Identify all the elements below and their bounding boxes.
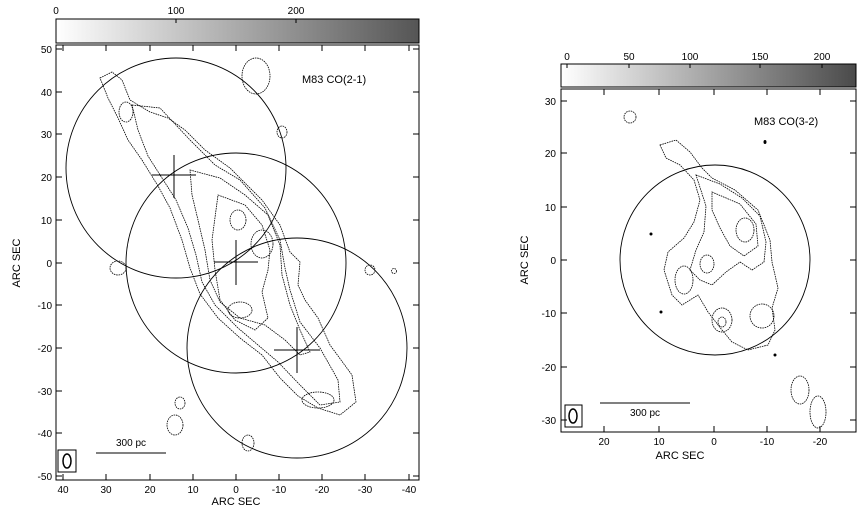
left-y-tick: 30 xyxy=(41,130,53,141)
right-scalebar: 300 pc xyxy=(600,402,690,419)
left-y-tick: 20 xyxy=(41,173,53,184)
left-beam-box xyxy=(57,449,77,473)
right-colorbar-tick: 200 xyxy=(814,52,831,63)
left-x-tick: 40 xyxy=(57,485,69,496)
left-panel: 0 100 200 xyxy=(11,6,420,508)
right-panel: 0 50 100 150 200 M83 CO(3-2) xyxy=(519,52,857,462)
left-x-tick: -20 xyxy=(315,485,330,496)
right-y-tick: 0 xyxy=(550,256,556,267)
left-map-label: M83 CO(2-1) xyxy=(302,74,366,86)
left-y-axis: 50 40 30 20 10 0 -10 -20 -30 -40 -50 ARC… xyxy=(11,45,419,483)
left-colorbar-tick: 200 xyxy=(288,6,305,17)
left-y-tick: -10 xyxy=(38,301,53,312)
left-y-label: ARC SEC xyxy=(11,238,23,287)
right-y-tick: -10 xyxy=(542,309,557,320)
right-colorbar: 0 50 100 150 200 xyxy=(560,52,857,88)
left-y-tick: -20 xyxy=(38,344,53,355)
right-colorbar-tick: 100 xyxy=(682,52,699,63)
right-colorbar-tick: 50 xyxy=(623,52,635,63)
left-x-axis: 40 30 20 10 0 -10 -20 -30 -40 ARC SEC xyxy=(57,45,417,508)
right-x-tick: 10 xyxy=(653,437,665,448)
right-map-label: M83 CO(3-2) xyxy=(754,116,818,128)
right-plot-frame xyxy=(560,88,857,433)
right-y-tick: 30 xyxy=(545,97,557,108)
left-y-tick: 40 xyxy=(41,88,53,99)
left-scalebar-label: 300 pc xyxy=(116,438,146,449)
left-x-tick: 0 xyxy=(233,485,239,496)
right-x-tick: 0 xyxy=(711,437,717,448)
left-x-tick: -40 xyxy=(402,485,417,496)
right-y-tick: 10 xyxy=(545,203,557,214)
left-y-tick: -50 xyxy=(38,472,53,483)
left-colorbar-tick: 100 xyxy=(168,6,185,17)
right-pointing-circle xyxy=(619,164,811,356)
left-y-tick: -30 xyxy=(38,387,53,398)
left-x-tick: 20 xyxy=(144,485,156,496)
left-y-tick: 50 xyxy=(41,45,53,56)
left-pointing-circle xyxy=(65,57,287,279)
left-pointing-circle xyxy=(186,237,408,459)
right-y-tick: -20 xyxy=(542,363,557,374)
left-x-tick: -30 xyxy=(358,485,373,496)
left-y-tick: -40 xyxy=(38,429,53,440)
left-colorbar-tick: 0 xyxy=(53,6,59,17)
right-colorbar-tick: 0 xyxy=(564,52,570,63)
left-x-tick: 10 xyxy=(187,485,199,496)
left-y-tick: 0 xyxy=(46,259,52,270)
left-x-tick: -10 xyxy=(272,485,287,496)
left-scalebar: 300 pc xyxy=(96,438,166,454)
left-x-label: ARC SEC xyxy=(212,496,261,508)
right-co32-map xyxy=(623,110,827,429)
right-x-tick: -20 xyxy=(813,437,828,448)
right-y-tick: 20 xyxy=(545,149,557,160)
right-x-axis: 20 10 0 -10 -20 ARC SEC xyxy=(598,89,828,462)
right-colorbar-tick: 150 xyxy=(752,52,769,63)
left-y-tick: 10 xyxy=(41,216,53,227)
left-pointing-circle xyxy=(125,152,347,374)
right-y-label: ARC SEC xyxy=(519,235,531,284)
right-scalebar-label: 300 pc xyxy=(630,408,660,419)
left-pointing-crosses xyxy=(152,155,320,373)
right-y-tick: -30 xyxy=(542,416,557,427)
right-beam-box xyxy=(564,404,583,428)
right-x-tick: 20 xyxy=(598,437,610,448)
right-x-label: ARC SEC xyxy=(656,450,705,462)
right-x-tick: -10 xyxy=(760,437,775,448)
left-x-tick: 30 xyxy=(100,485,112,496)
right-y-axis: 30 20 10 0 -10 -20 -30 ARC SEC xyxy=(519,97,856,427)
left-co21-map xyxy=(99,57,397,452)
left-colorbar: 0 100 200 xyxy=(53,6,420,44)
